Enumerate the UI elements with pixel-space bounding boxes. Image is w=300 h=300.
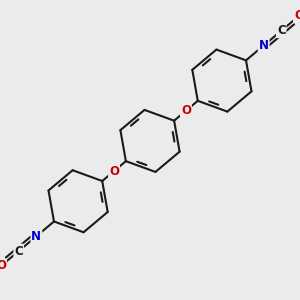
Text: O: O	[109, 165, 119, 178]
Text: C: C	[277, 24, 286, 37]
Text: C: C	[14, 244, 23, 258]
Text: N: N	[32, 230, 41, 243]
Text: O: O	[294, 10, 300, 22]
Text: N: N	[259, 39, 269, 52]
Text: O: O	[181, 104, 191, 117]
Text: O: O	[0, 260, 6, 272]
